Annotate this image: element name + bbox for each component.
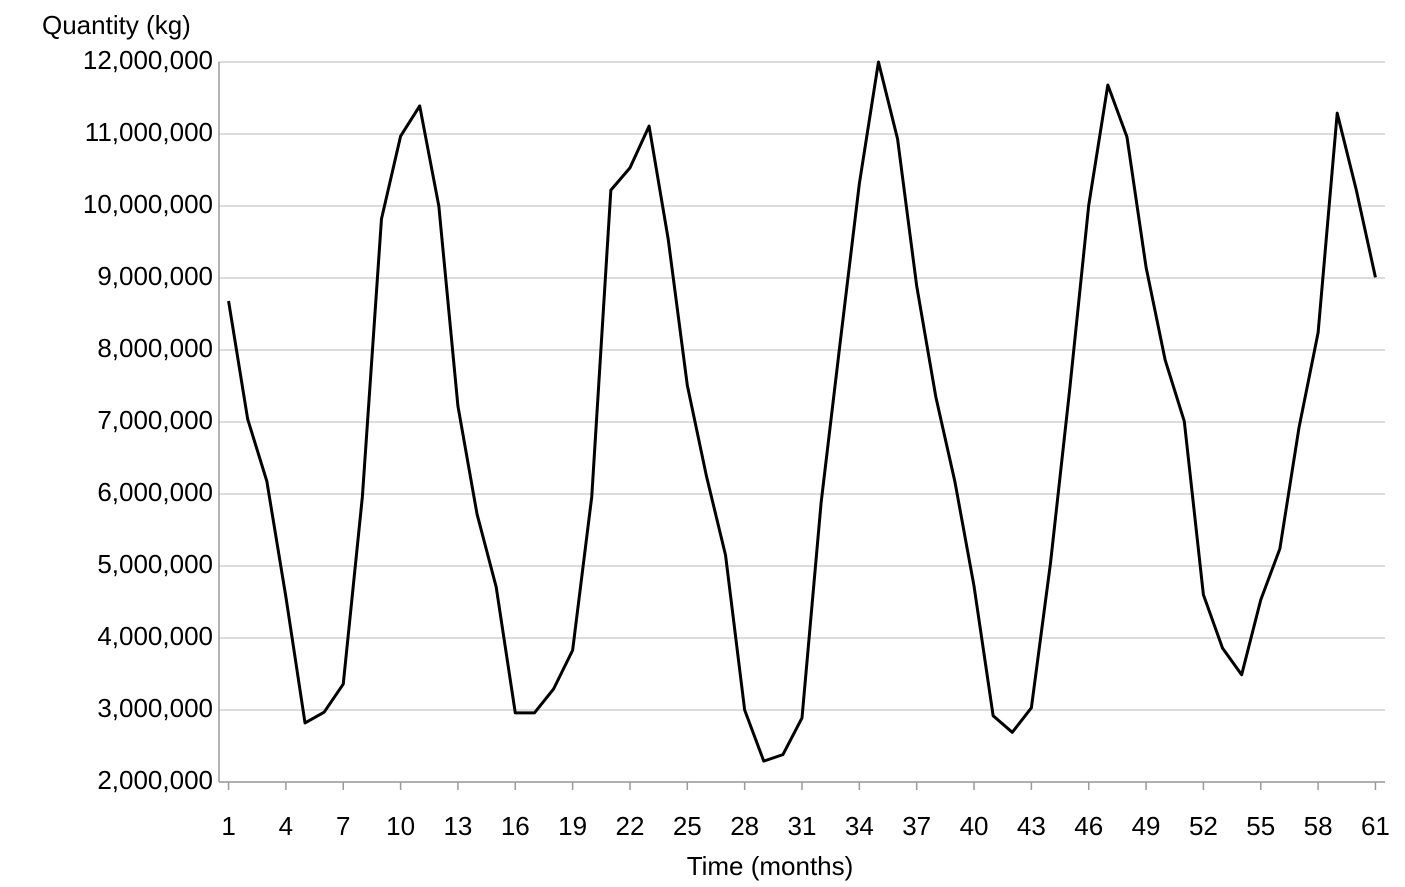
- x-tick-label: 22: [616, 811, 645, 841]
- y-tick-label: 2,000,000: [97, 765, 213, 795]
- x-tick-label: 55: [1246, 811, 1275, 841]
- x-tick-label: 34: [845, 811, 874, 841]
- y-tick-label: 8,000,000: [97, 333, 213, 363]
- x-axis-title: Time (months): [687, 851, 854, 881]
- y-tick-label: 9,000,000: [97, 261, 213, 291]
- x-tick-label: 31: [788, 811, 817, 841]
- y-axis-title: Quantity (kg): [42, 10, 191, 40]
- x-tick-label: 4: [279, 811, 293, 841]
- y-tick-label: 3,000,000: [97, 693, 213, 723]
- y-tick-label: 11,000,000: [85, 117, 213, 147]
- x-tick-label: 19: [558, 811, 587, 841]
- y-tick-label: 10,000,000: [83, 189, 213, 219]
- x-tick-label: 7: [336, 811, 350, 841]
- y-tick-label: 7,000,000: [97, 405, 213, 435]
- x-tick-label: 16: [501, 811, 530, 841]
- x-tick-label: 61: [1361, 811, 1390, 841]
- x-tick-label: 13: [443, 811, 472, 841]
- x-tick-label: 37: [902, 811, 931, 841]
- y-tick-label: 4,000,000: [97, 621, 213, 651]
- x-tick-label: 58: [1304, 811, 1333, 841]
- x-tick-label: 25: [673, 811, 702, 841]
- data-line: [227, 60, 1377, 763]
- x-tick-label: 28: [730, 811, 759, 841]
- y-tick-label: 5,000,000: [97, 549, 213, 579]
- x-tick-label: 52: [1189, 811, 1218, 841]
- y-tick-label: 6,000,000: [97, 477, 213, 507]
- y-tick-label: 12,000,000: [83, 45, 213, 75]
- x-tick-label: 43: [1017, 811, 1046, 841]
- x-tick-label: 1: [221, 811, 235, 841]
- x-tick-label: 10: [386, 811, 415, 841]
- x-tick-label: 49: [1132, 811, 1161, 841]
- x-tick-label: 40: [960, 811, 989, 841]
- x-tick-label: 46: [1074, 811, 1103, 841]
